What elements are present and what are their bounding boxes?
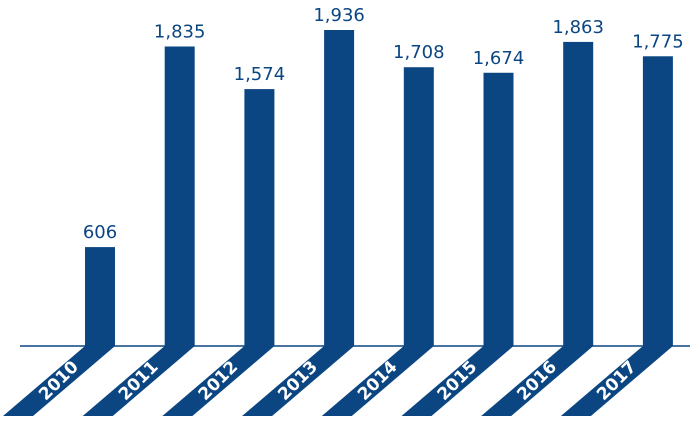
x-tick-label: 2016 (513, 357, 561, 405)
label-band (401, 346, 514, 416)
x-tick-label: 2011 (115, 357, 163, 405)
value-label: 606 (83, 222, 117, 243)
label-band (321, 346, 434, 416)
bar (483, 72, 514, 346)
label-band (3, 346, 115, 416)
x-tick-label: 2017 (593, 357, 641, 405)
x-tick-label: 2012 (195, 357, 243, 405)
value-label: 1,708 (393, 42, 445, 63)
bar (324, 30, 355, 346)
bar (244, 89, 275, 346)
value-label: 1,936 (313, 5, 365, 26)
value-label: 1,574 (234, 64, 286, 85)
value-label: 1,775 (632, 31, 684, 52)
label-band (560, 346, 673, 416)
bar (563, 41, 594, 347)
label-band (82, 346, 195, 416)
bar (642, 56, 673, 346)
bar (164, 46, 195, 347)
x-tick-label: 2015 (434, 357, 482, 405)
value-label: 1,863 (552, 17, 604, 38)
x-tick-label: 2013 (274, 357, 322, 405)
value-label: 1,674 (473, 48, 525, 69)
bar (85, 247, 115, 346)
bar (403, 67, 434, 346)
label-band (162, 346, 275, 416)
label-band (481, 346, 594, 416)
label-band (242, 346, 355, 416)
value-label: 1,835 (154, 21, 206, 42)
